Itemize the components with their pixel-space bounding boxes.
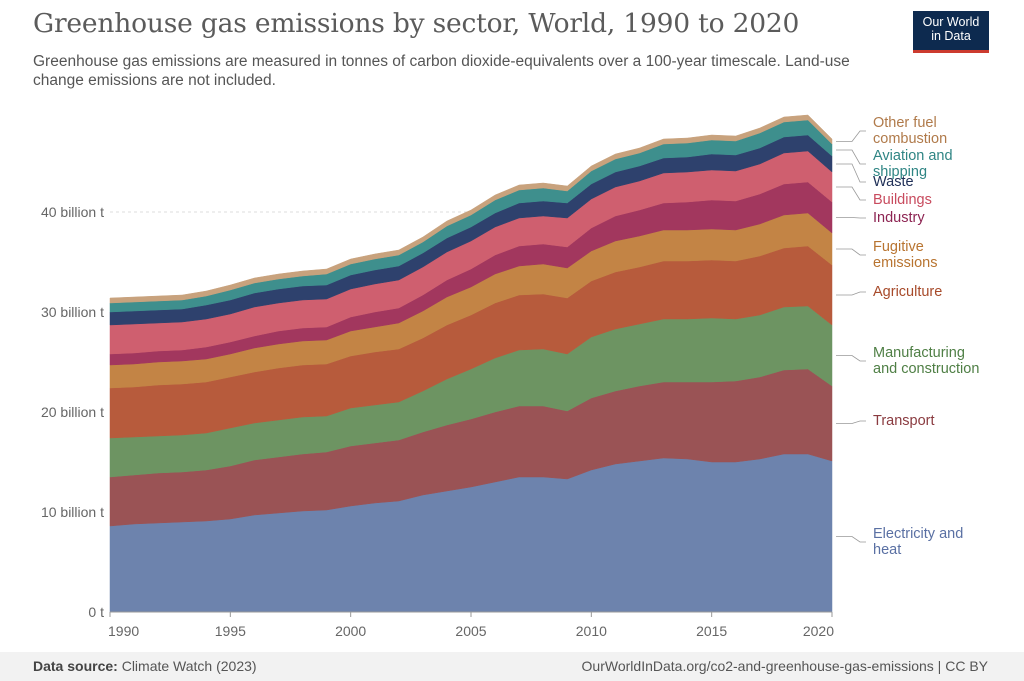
x-tick-label: 1995 [215,623,246,639]
series-label-line: Buildings [873,192,932,208]
x-tick-label: 2020 [803,623,834,639]
chart-subtitle: Greenhouse gas emissions are measured in… [33,53,850,89]
series-label-line: Aviation and [873,148,953,164]
x-tick-label: 1990 [108,623,139,639]
series-label: Agriculture [873,284,942,300]
series-label-line: Agriculture [873,284,942,300]
series-label-line: Manufacturing [873,345,965,361]
label-connector [836,163,866,183]
series-label-line: Other fuel [873,115,937,131]
series-label: Industry [873,210,925,226]
series-label-line: Fugitive [873,239,924,255]
area-other-fuel-combustion [109,114,833,304]
x-tick-label: 2000 [335,623,366,639]
series-label-line: combustion [873,131,947,147]
logo-line-1: Our World [922,15,980,29]
url-license[interactable]: OurWorldInData.org/co2-and-greenhouse-ga… [581,658,988,674]
label-connector [836,217,866,219]
series-label-line: emissions [873,255,937,271]
label-connector [836,536,866,543]
series-label-line: Industry [873,210,925,226]
series-label-line: Electricity and [873,526,963,542]
logo-line-2: in Data [931,28,971,43]
owid-logo[interactable]: Our World in Data [913,11,989,53]
label-connector [836,291,866,296]
series-label: Other fuel combustion [873,115,947,147]
y-tick-label: 0 t [88,604,104,620]
chart-title: Greenhouse gas emissions by sector, Worl… [33,8,800,39]
data-source-label: Data source: [33,658,118,674]
x-tick-label: 2010 [576,623,607,639]
stacked-area-chart: 0 t 10 billion t 20 billion t 30 billion t 4… [41,114,979,639]
x-tick-label: 2015 [696,623,727,639]
data-source-value[interactable]: Climate Watch (2023) [121,658,257,674]
label-connector [836,355,866,362]
y-tick-label: 20 billion t [41,404,104,420]
series-label-line: Waste [873,174,914,190]
label-connector [836,248,866,256]
series-label: Electricity and heat [873,526,963,558]
x-tick-label: 2005 [455,623,486,639]
footer: Data source: Climate Watch (2023) OurWor… [0,652,1024,681]
series-label-line: heat [873,542,901,558]
y-tick-label: 30 billion t [41,304,104,320]
series-label: Transport [873,413,935,429]
label-connector [836,130,866,142]
series-label: Waste [873,174,914,190]
series-label-line: and construction [873,361,979,377]
series-label: Fugitive emissions [873,239,937,271]
label-connector [836,420,866,424]
series-label: Manufacturing and construction [873,345,979,377]
label-connector [836,149,866,165]
y-tick-label: 10 billion t [41,504,104,520]
series-label: Buildings [873,192,932,208]
series-label-line: Transport [873,413,935,429]
series-label: Aviation and shipping [873,148,953,180]
series-label-line: shipping [873,164,927,180]
y-tick-label: 40 billion t [41,204,104,220]
label-connector [836,186,866,201]
data-source: Data source: Climate Watch (2023) [33,658,257,674]
